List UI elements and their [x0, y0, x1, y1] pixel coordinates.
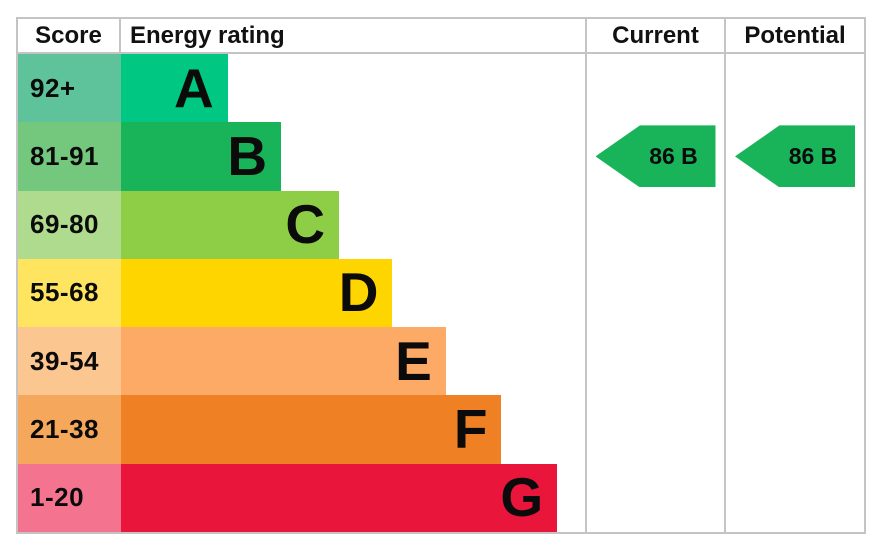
band-bar: E	[121, 327, 446, 396]
current-cell	[585, 395, 724, 464]
band-bar: C	[121, 190, 340, 259]
band-bar: F	[121, 395, 502, 464]
band-score-cell: 21-38	[18, 395, 121, 464]
band-score-cell: 39-54	[18, 327, 121, 396]
band-bar: G	[121, 463, 558, 532]
band-letter: B	[227, 124, 268, 187]
current-marker-label: 86 B	[649, 142, 698, 169]
band-bar: B	[121, 122, 282, 191]
band-bar-cell: E	[121, 327, 585, 396]
potential-cell	[724, 54, 864, 123]
band-bar: D	[121, 258, 393, 328]
score-column-header: Score	[18, 19, 121, 54]
band-letter: C	[285, 193, 326, 256]
band-letter: G	[500, 466, 544, 529]
potential-marker-arrow: 86 B	[735, 125, 855, 188]
band-letter: A	[173, 56, 214, 119]
potential-column-header: Potential	[724, 19, 864, 54]
current-column-header: Current	[585, 19, 724, 54]
energy-rating-column-header: Energy rating	[121, 19, 585, 54]
potential-cell	[724, 395, 864, 464]
band-score-cell: 81-91	[18, 122, 121, 191]
epc-rating-chart: Score Energy rating Current Potential 92…	[16, 17, 866, 534]
band-bar: A	[121, 54, 228, 123]
band-bar-cell: D	[121, 258, 585, 328]
band-letter: E	[395, 329, 432, 392]
band-bar-cell: G	[121, 463, 585, 532]
current-cell	[585, 463, 724, 532]
current-marker-arrow: 86 B	[595, 125, 716, 188]
potential-cell	[724, 258, 864, 328]
potential-marker-label: 86 B	[788, 142, 838, 169]
band-letter: D	[338, 261, 379, 324]
band-bar-cell: F	[121, 395, 585, 464]
current-cell	[585, 327, 724, 396]
potential-cell	[724, 463, 864, 532]
band-letter: F	[453, 398, 488, 461]
current-cell	[585, 190, 724, 259]
band-score-cell: 1-20	[18, 463, 121, 532]
band-score-cell: 55-68	[18, 258, 121, 328]
band-bar-cell: B	[121, 122, 585, 191]
potential-cell: 86 B	[724, 122, 864, 191]
current-cell: 86 B	[585, 122, 724, 191]
band-bar-cell: A	[121, 54, 585, 123]
band-score-cell: 92+	[18, 54, 121, 123]
band-score-cell: 69-80	[18, 190, 121, 259]
current-cell	[585, 258, 724, 328]
potential-cell	[724, 190, 864, 259]
band-bar-cell: C	[121, 190, 585, 259]
potential-cell	[724, 327, 864, 396]
current-cell	[585, 54, 724, 123]
